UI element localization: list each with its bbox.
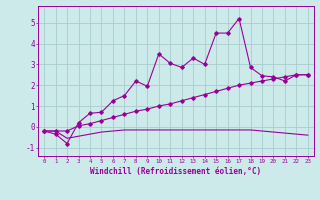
X-axis label: Windchill (Refroidissement éolien,°C): Windchill (Refroidissement éolien,°C) (91, 167, 261, 176)
